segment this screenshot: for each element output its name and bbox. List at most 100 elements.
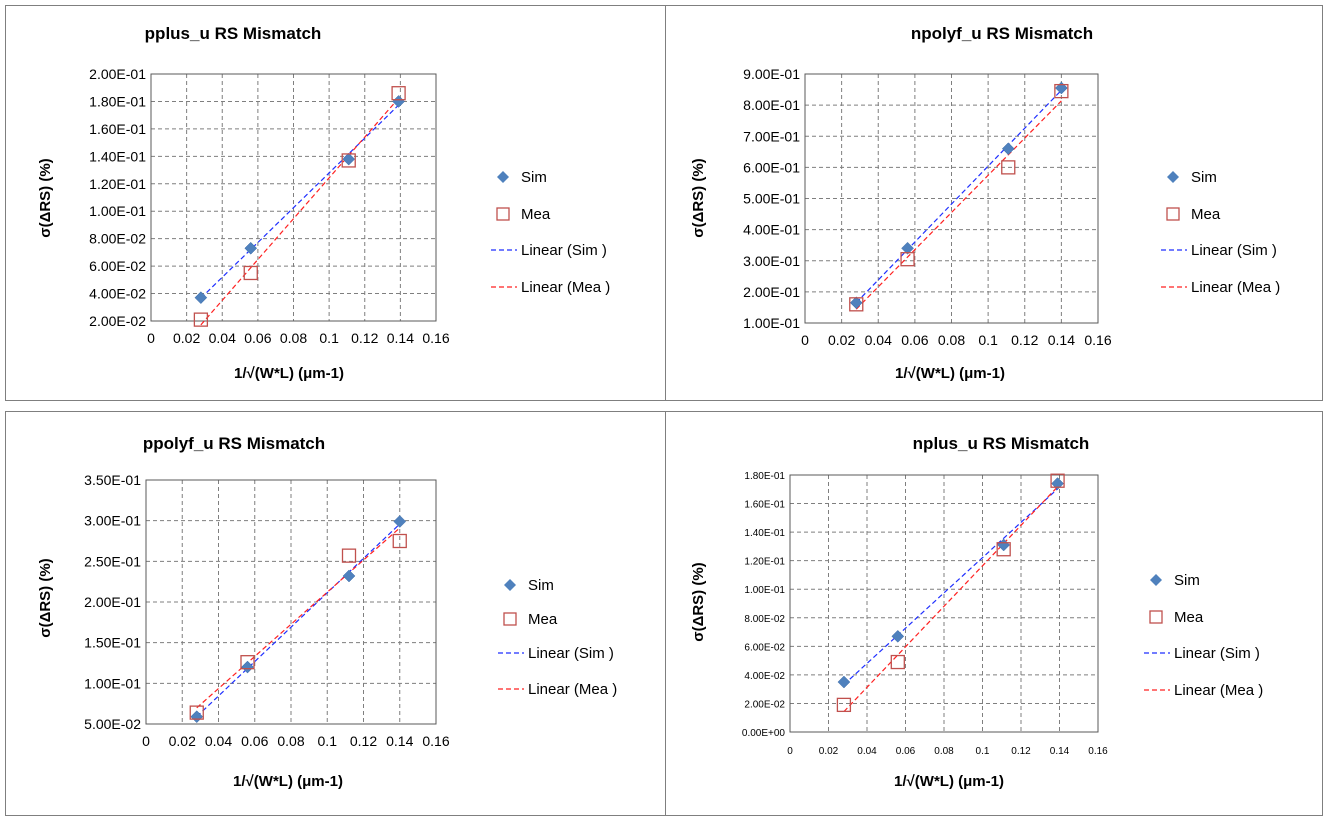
data-point-sim bbox=[1055, 81, 1068, 95]
chart-npolyf-u: npolyf_u RS Mismatch 1/√(W*L) (μm-1) σ(ΔRS… bbox=[690, 24, 1280, 382]
legend-label-sim: Sim bbox=[1191, 169, 1217, 186]
data-point-sim bbox=[241, 660, 254, 674]
y-tick-label: 1.20E-01 bbox=[89, 176, 146, 192]
data-point-sim bbox=[837, 675, 851, 689]
trendline-sim bbox=[200, 104, 400, 299]
x-tick-label: 0.08 bbox=[277, 733, 304, 749]
x-tick-label: 0.14 bbox=[1050, 746, 1070, 757]
x-tick-label: 0.06 bbox=[901, 332, 928, 348]
x-tick-label: 0.06 bbox=[244, 330, 271, 346]
x-tick-label: 0.04 bbox=[205, 733, 232, 749]
legend-label-linear-mea: Linear (Mea ) bbox=[1191, 279, 1280, 296]
y-axis-label: σ(ΔRS) (%) bbox=[37, 158, 54, 237]
y-tick-label: 1.80E-01 bbox=[744, 471, 785, 482]
data-point-mea bbox=[391, 86, 406, 101]
y-tick-label: 4.00E-01 bbox=[743, 222, 800, 238]
y-tick-label: 2.00E-01 bbox=[89, 66, 146, 82]
x-tick-label: 0.04 bbox=[857, 746, 877, 757]
y-tick-label: 2.00E-01 bbox=[743, 284, 800, 300]
x-tick-label: 0.1 bbox=[319, 330, 339, 346]
x-axis-label: 1/√(W*L) (μm-1) bbox=[895, 365, 1005, 382]
legend-marker-mea bbox=[1166, 207, 1180, 221]
legend-marker-mea bbox=[503, 612, 517, 626]
legend-label-sim: Sim bbox=[528, 577, 554, 594]
legend-label-mea: Mea bbox=[521, 206, 551, 223]
y-tick-label: 8.00E-02 bbox=[89, 231, 146, 247]
x-tick-label: 0 bbox=[142, 733, 150, 749]
x-tick-label: 0.08 bbox=[938, 332, 965, 348]
y-tick-label: 9.00E-01 bbox=[743, 66, 800, 82]
plot-area bbox=[150, 73, 437, 322]
data-point-mea bbox=[836, 697, 852, 713]
y-tick-label: 8.00E-01 bbox=[743, 97, 800, 113]
x-tick-label: 0.02 bbox=[828, 332, 855, 348]
y-tick-label: 1.40E-01 bbox=[744, 528, 785, 539]
trendline-sim bbox=[196, 523, 401, 718]
x-tick-label: 0.16 bbox=[422, 330, 449, 346]
y-tick-label: 1.80E-01 bbox=[89, 93, 146, 109]
y-tick-label: 6.00E-02 bbox=[744, 642, 785, 653]
chart-panel-npolyf: npolyf_u RS Mismatch 1/√(W*L) (μm-1) σ(ΔRS… bbox=[665, 5, 1323, 401]
legend-label-linear-sim: Linear (Sim ) bbox=[528, 645, 614, 662]
legend-label-mea: Mea bbox=[1174, 609, 1204, 626]
y-tick-label: 1.00E-01 bbox=[744, 585, 785, 596]
y-tick-label: 1.00E-01 bbox=[89, 203, 146, 219]
legend-marker-mea bbox=[1149, 610, 1163, 624]
x-tick-label: 0.08 bbox=[934, 746, 954, 757]
x-tick-label: 0.04 bbox=[865, 332, 892, 348]
y-tick-label: 2.00E-02 bbox=[89, 313, 146, 329]
x-tick-label: 0.12 bbox=[350, 733, 377, 749]
data-point-sim bbox=[849, 296, 863, 310]
x-tick-label: 0.12 bbox=[1011, 746, 1031, 757]
x-tick-label: 0.06 bbox=[241, 733, 268, 749]
data-point-mea bbox=[890, 654, 905, 670]
y-tick-label: 3.00E-01 bbox=[84, 513, 141, 529]
y-tick-label: 1.60E-01 bbox=[89, 121, 146, 137]
data-point-mea bbox=[1050, 473, 1065, 488]
legend-marker-sim bbox=[504, 579, 516, 591]
data-point-mea bbox=[1054, 83, 1069, 99]
chart-title: pplus_u RS Mismatch bbox=[145, 24, 322, 43]
y-tick-label: 1.00E-01 bbox=[84, 675, 141, 691]
x-tick-label: 0.14 bbox=[1048, 332, 1075, 348]
y-tick-label: 0.00E+00 bbox=[742, 728, 786, 739]
x-tick-label: 0.1 bbox=[978, 332, 998, 348]
legend-label-linear-mea: Linear (Mea ) bbox=[521, 279, 610, 296]
y-tick-label: 1.60E-01 bbox=[744, 500, 785, 511]
trendline-mea bbox=[843, 486, 1059, 713]
y-tick-label: 6.00E-02 bbox=[89, 258, 146, 274]
legend-label-sim: Sim bbox=[1174, 572, 1200, 589]
legend-label-linear-sim: Linear (Sim ) bbox=[521, 242, 607, 259]
y-tick-label: 1.40E-01 bbox=[89, 148, 146, 164]
trendline-sim bbox=[843, 488, 1058, 686]
x-tick-label: 0.02 bbox=[169, 733, 196, 749]
chart-title: npolyf_u RS Mismatch bbox=[911, 24, 1093, 43]
trendline-sim bbox=[855, 89, 1062, 304]
y-tick-label: 3.50E-01 bbox=[84, 472, 141, 488]
x-tick-label: 0 bbox=[147, 330, 155, 346]
data-point-sim bbox=[997, 538, 1011, 552]
y-axis-label: σ(ΔRS) (%) bbox=[690, 158, 707, 237]
x-tick-label: 0.1 bbox=[976, 746, 990, 757]
trendline-mea bbox=[855, 100, 1062, 310]
x-axis-label: 1/√(W*L) (μm-1) bbox=[233, 773, 343, 790]
legend-label-linear-sim: Linear (Sim ) bbox=[1191, 242, 1277, 259]
data-point-mea bbox=[900, 252, 915, 267]
data-point-mea bbox=[189, 705, 204, 720]
x-tick-label: 0.1 bbox=[318, 733, 338, 749]
plot-area bbox=[804, 73, 1099, 324]
y-tick-label: 4.00E-02 bbox=[744, 671, 785, 682]
y-tick-label: 5.00E-02 bbox=[84, 716, 141, 732]
data-point-mea bbox=[996, 542, 1011, 557]
chart-title: nplus_u RS Mismatch bbox=[913, 434, 1090, 453]
data-point-mea bbox=[392, 533, 407, 549]
data-point-mea bbox=[341, 153, 356, 168]
legend-label-linear-mea: Linear (Mea ) bbox=[528, 681, 617, 698]
data-point-sim bbox=[392, 95, 405, 108]
y-tick-label: 3.00E-01 bbox=[743, 253, 800, 269]
legend-marker-sim bbox=[1167, 171, 1179, 183]
y-tick-label: 6.00E-01 bbox=[743, 159, 800, 175]
data-point-mea bbox=[1001, 160, 1016, 175]
y-tick-label: 7.00E-01 bbox=[743, 128, 800, 144]
data-point-sim bbox=[1001, 142, 1015, 156]
